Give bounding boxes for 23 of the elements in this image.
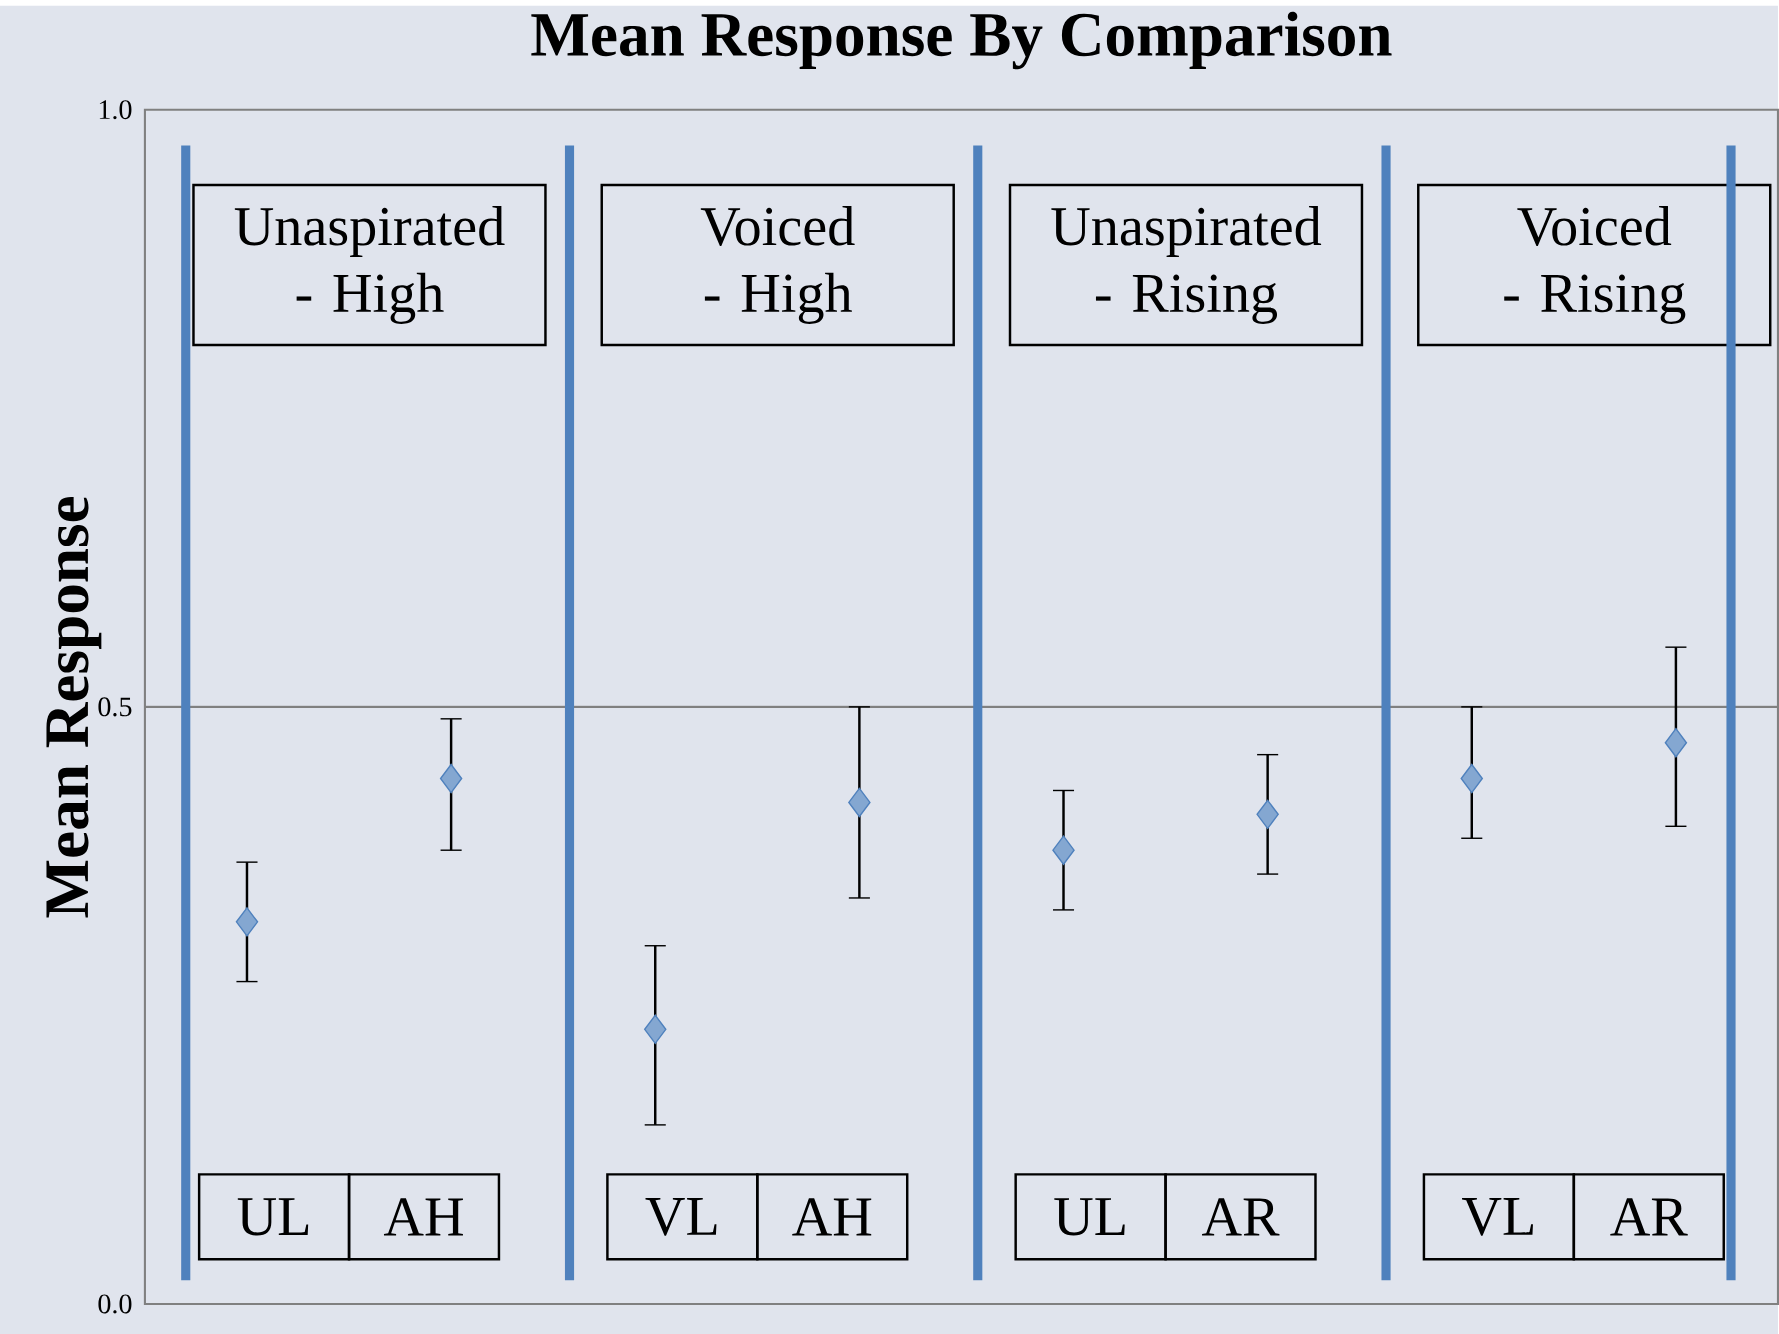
point — [848, 787, 871, 818]
annotation: Unaspirated - Rising — [1051, 206, 1322, 324]
point — [1052, 835, 1075, 865]
point — [439, 763, 463, 794]
point — [1256, 799, 1279, 830]
x-tick-label: VL — [1462, 1198, 1533, 1236]
annotation: Voiced - High — [700, 206, 855, 324]
y-tick-label: 0.0 — [98, 1294, 132, 1314]
annotation: Unaspirated - High — [234, 206, 505, 324]
annotation: Voiced - Rising — [1504, 206, 1686, 324]
x-tick-label: UL — [1054, 1198, 1125, 1236]
x-tick-label: AR — [1610, 1198, 1688, 1236]
x-tick-label: AH — [792, 1198, 872, 1236]
point — [1460, 763, 1484, 794]
point — [644, 1014, 667, 1045]
point — [1664, 727, 1688, 758]
chart-title: Mean Response By Comparison — [531, 11, 1392, 70]
x-tick-label: VL — [645, 1198, 717, 1236]
x-tick-label: UL — [237, 1198, 309, 1236]
y-tick-label: 1.0 — [99, 100, 132, 120]
point — [235, 907, 259, 937]
x-tick-label: AR — [1202, 1198, 1280, 1236]
x-tick-label: AH — [383, 1198, 463, 1236]
